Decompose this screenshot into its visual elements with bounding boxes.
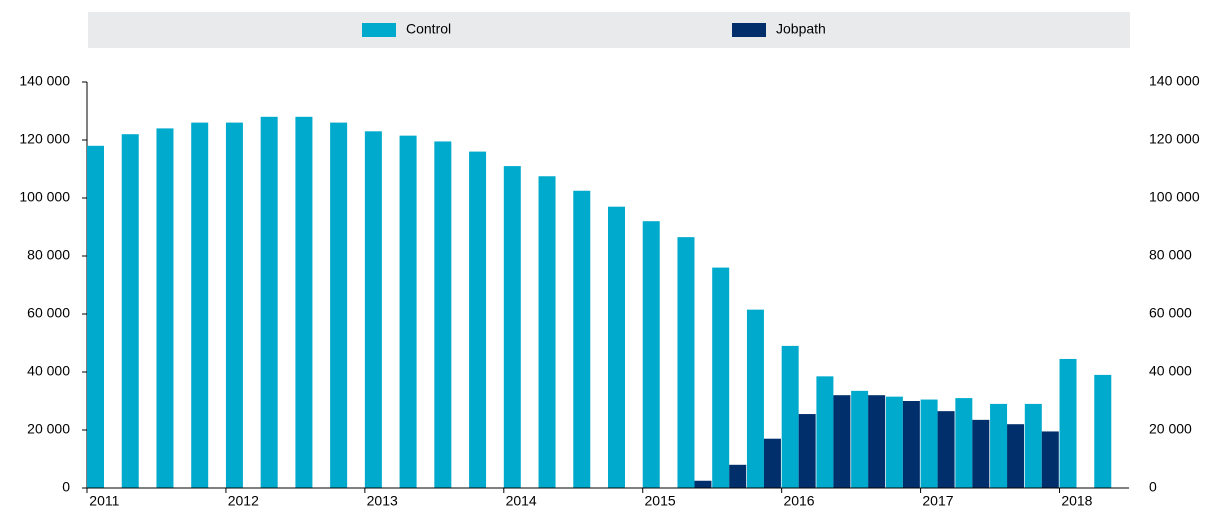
bar (937, 411, 955, 488)
x-tick-label: 2013 (367, 493, 398, 509)
y2-tick-label: 120 000 (1149, 131, 1200, 147)
y2-tick-label: 0 (1149, 479, 1157, 495)
bar (885, 396, 903, 488)
bar (920, 399, 938, 488)
legend-label: Jobpath (776, 21, 826, 37)
bar (868, 395, 886, 488)
x-tick-label: 2016 (783, 493, 814, 509)
bar (330, 122, 348, 488)
bar (191, 122, 209, 488)
bar (851, 390, 869, 488)
bar (990, 403, 1008, 488)
bar (573, 190, 591, 488)
bar (1007, 424, 1025, 488)
bar (677, 237, 695, 488)
bar (746, 309, 764, 488)
x-tick-label: 2015 (645, 493, 676, 509)
bar (503, 166, 521, 488)
y-tick-label: 20 000 (27, 421, 70, 437)
bar (1094, 374, 1112, 488)
bar (816, 376, 834, 488)
bar (902, 401, 920, 488)
legend-swatch (732, 23, 766, 37)
bar (781, 345, 799, 488)
bar (712, 267, 730, 488)
bar (399, 135, 417, 488)
y-tick-label: 60 000 (27, 305, 70, 321)
y2-tick-label: 20 000 (1149, 421, 1192, 437)
y2-tick-label: 60 000 (1149, 305, 1192, 321)
y2-tick-label: 80 000 (1149, 247, 1192, 263)
bar (225, 122, 243, 488)
legend-swatch (362, 23, 396, 37)
bar (87, 145, 104, 489)
y-tick-label: 140 000 (19, 73, 70, 89)
y2-tick-label: 100 000 (1149, 189, 1200, 205)
y2-tick-label: 40 000 (1149, 363, 1192, 379)
bar (763, 438, 781, 488)
x-tick-label: 2017 (922, 493, 953, 509)
bar (955, 398, 973, 488)
bar (260, 116, 278, 489)
y-tick-label: 100 000 (19, 189, 70, 205)
bar (121, 134, 139, 488)
y-tick-label: 80 000 (27, 247, 70, 263)
bar (694, 480, 712, 488)
x-tick-label: 2012 (228, 493, 259, 509)
bar (538, 176, 556, 488)
y-tick-label: 120 000 (19, 131, 70, 147)
x-tick-label: 2014 (506, 493, 537, 509)
bar (156, 128, 174, 488)
bar (798, 414, 816, 488)
x-tick-label: 2018 (1061, 493, 1092, 509)
bar (434, 141, 452, 488)
y-tick-label: 0 (62, 479, 70, 495)
y2-tick-label: 140 000 (1149, 73, 1200, 89)
legend-label: Control (406, 21, 451, 37)
bar (1059, 358, 1077, 488)
bar (729, 464, 747, 488)
bar (295, 116, 313, 489)
bar (364, 131, 382, 489)
legend-background (88, 12, 1130, 48)
bar (608, 206, 625, 488)
bar (972, 419, 990, 488)
bar (469, 151, 487, 488)
bar (642, 221, 660, 488)
x-tick-label: 2011 (89, 493, 119, 509)
y-tick-label: 40 000 (27, 363, 70, 379)
bar (1041, 431, 1059, 488)
bar (1024, 403, 1042, 488)
bar (833, 395, 851, 488)
